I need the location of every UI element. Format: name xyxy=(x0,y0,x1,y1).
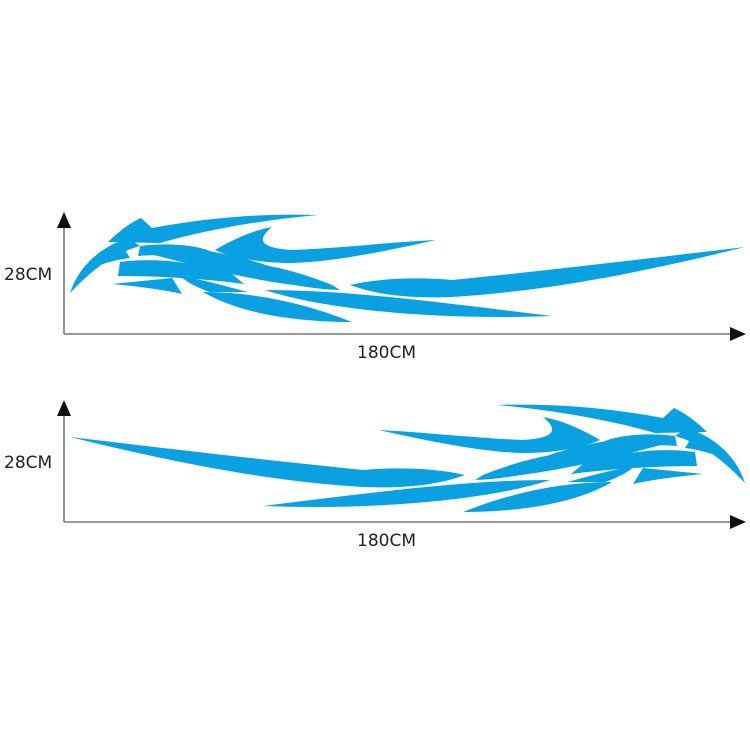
arrow-up-icon xyxy=(57,212,71,228)
height-label-top: 28CM xyxy=(4,265,53,285)
height-label-bottom: 28CM xyxy=(4,453,53,473)
decal-bottom xyxy=(70,404,745,512)
arrow-right-icon xyxy=(730,515,746,529)
arrow-up-icon xyxy=(57,400,71,416)
width-label-top: 180CM xyxy=(357,343,416,363)
width-label-bottom: 180CM xyxy=(357,531,416,551)
arrow-right-icon xyxy=(730,327,746,341)
dimension-axes-bottom xyxy=(57,400,746,529)
dimension-axes-top xyxy=(57,212,746,341)
decal-top xyxy=(70,214,745,322)
